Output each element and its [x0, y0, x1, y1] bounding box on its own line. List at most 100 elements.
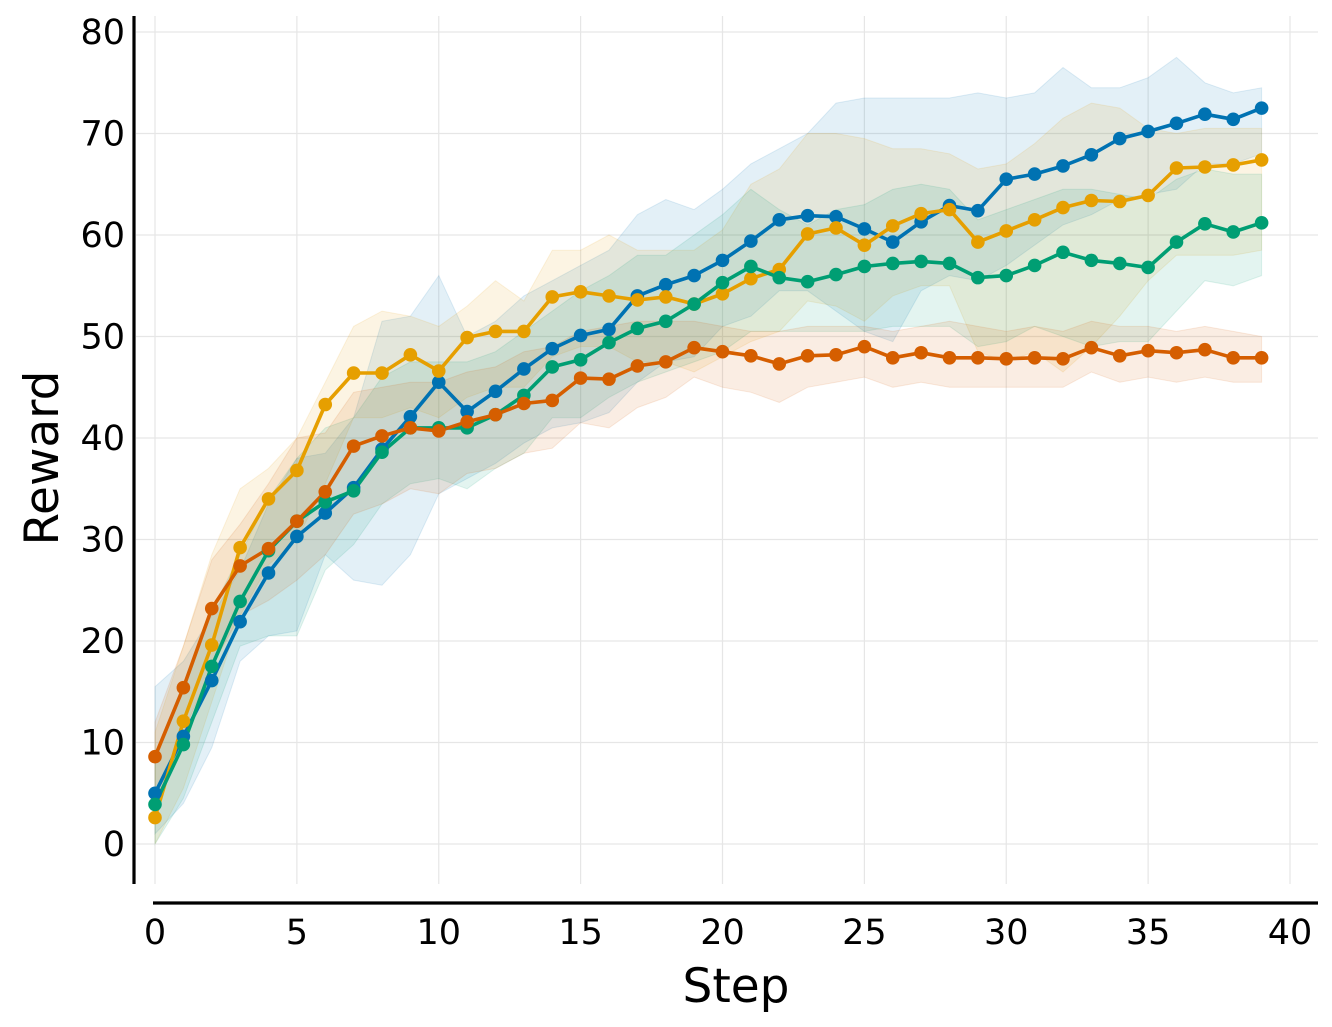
- x-tick-label: 15: [558, 913, 603, 953]
- point-green: [204, 659, 219, 674]
- point-green: [1084, 253, 1099, 268]
- confidence-bands: [154, 56, 1263, 846]
- line-red: [153, 344, 1262, 758]
- point-orange: [857, 238, 872, 252]
- point-red: [290, 514, 304, 529]
- point-red: [517, 396, 531, 411]
- point-green: [573, 353, 588, 367]
- point-green: [1027, 258, 1042, 273]
- y-tick-label: 0: [103, 825, 125, 865]
- point-blue: [744, 234, 758, 248]
- point-orange: [999, 224, 1014, 238]
- point-orange: [971, 235, 985, 249]
- point-blue: [829, 209, 843, 224]
- point-orange: [1169, 161, 1184, 175]
- point-green: [1226, 225, 1241, 239]
- point-orange: [630, 293, 645, 307]
- point-green: [1254, 216, 1269, 230]
- point-green: [744, 259, 758, 274]
- point-red: [687, 340, 701, 355]
- point-orange: [573, 285, 588, 299]
- point-red: [1169, 345, 1184, 360]
- point-green: [1056, 245, 1070, 260]
- x-tick-label: 30: [984, 913, 1029, 953]
- point-green: [545, 360, 560, 374]
- point-red: [999, 352, 1014, 366]
- point-red: [545, 393, 560, 408]
- point-orange: [1226, 158, 1241, 172]
- point-orange: [148, 810, 162, 825]
- point-orange: [545, 290, 560, 304]
- point-green: [233, 594, 247, 609]
- x-tick-label: 10: [416, 913, 461, 953]
- band-green: [154, 168, 1263, 846]
- point-blue: [1254, 101, 1269, 115]
- point-red: [346, 439, 361, 453]
- point-blue: [800, 208, 815, 223]
- point-blue: [148, 786, 162, 801]
- point-red: [857, 339, 872, 354]
- point-blue: [687, 268, 701, 283]
- axes: [132, 16, 1318, 905]
- point-green: [772, 270, 787, 285]
- point-orange: [1141, 188, 1155, 203]
- point-orange: [885, 219, 900, 233]
- point-red: [1226, 351, 1241, 365]
- point-green: [1141, 260, 1155, 275]
- point-blue: [1056, 159, 1070, 173]
- point-blue: [431, 375, 446, 389]
- point-blue: [573, 328, 588, 343]
- point-blue: [1027, 167, 1042, 181]
- point-red: [233, 559, 247, 573]
- point-orange: [942, 202, 957, 217]
- point-orange: [1254, 153, 1269, 167]
- point-orange: [829, 221, 843, 235]
- point-orange: [1084, 193, 1099, 208]
- y-tick-label: 10: [80, 724, 125, 764]
- y-tick-label: 30: [80, 521, 125, 561]
- point-orange: [914, 206, 928, 221]
- point-red: [885, 351, 900, 365]
- point-green: [1169, 235, 1184, 249]
- x-tick-label: 20: [700, 913, 745, 953]
- point-red: [715, 344, 730, 359]
- point-green: [176, 737, 191, 752]
- point-red: [1254, 351, 1269, 365]
- point-blue: [658, 277, 673, 292]
- point-red: [1141, 343, 1155, 358]
- point-red: [204, 601, 219, 616]
- point-blue: [460, 404, 474, 419]
- point-blue: [290, 529, 304, 544]
- point-red: [431, 424, 446, 438]
- point-red: [488, 407, 503, 422]
- point-red: [318, 484, 333, 499]
- point-orange: [602, 289, 616, 303]
- point-orange: [318, 397, 333, 412]
- point-red: [772, 357, 787, 371]
- point-blue: [715, 253, 730, 268]
- point-red: [403, 421, 418, 435]
- point-red: [1084, 340, 1099, 355]
- point-orange: [1112, 194, 1127, 209]
- tick-labels: 0 5 10 15 20 25 30 35 40 0 10 20 30 40 50 60 70 80: [80, 13, 1312, 953]
- point-red: [1198, 342, 1212, 357]
- x-tick-label: 40: [1268, 913, 1313, 953]
- series-points: [148, 101, 1269, 825]
- point-green: [375, 445, 389, 460]
- point-orange: [488, 324, 503, 339]
- band-orange: [154, 102, 1263, 845]
- series-lines: [153, 106, 1263, 819]
- point-blue: [517, 362, 531, 376]
- point-blue: [1226, 112, 1241, 127]
- point-red: [829, 347, 843, 362]
- point-green: [885, 256, 900, 271]
- point-blue: [885, 235, 900, 249]
- point-orange: [346, 366, 361, 380]
- y-tick-label: 20: [80, 622, 125, 662]
- point-green: [942, 256, 957, 271]
- point-orange: [1198, 160, 1212, 174]
- point-orange: [204, 638, 219, 652]
- point-blue: [204, 673, 219, 688]
- point-orange: [290, 463, 304, 478]
